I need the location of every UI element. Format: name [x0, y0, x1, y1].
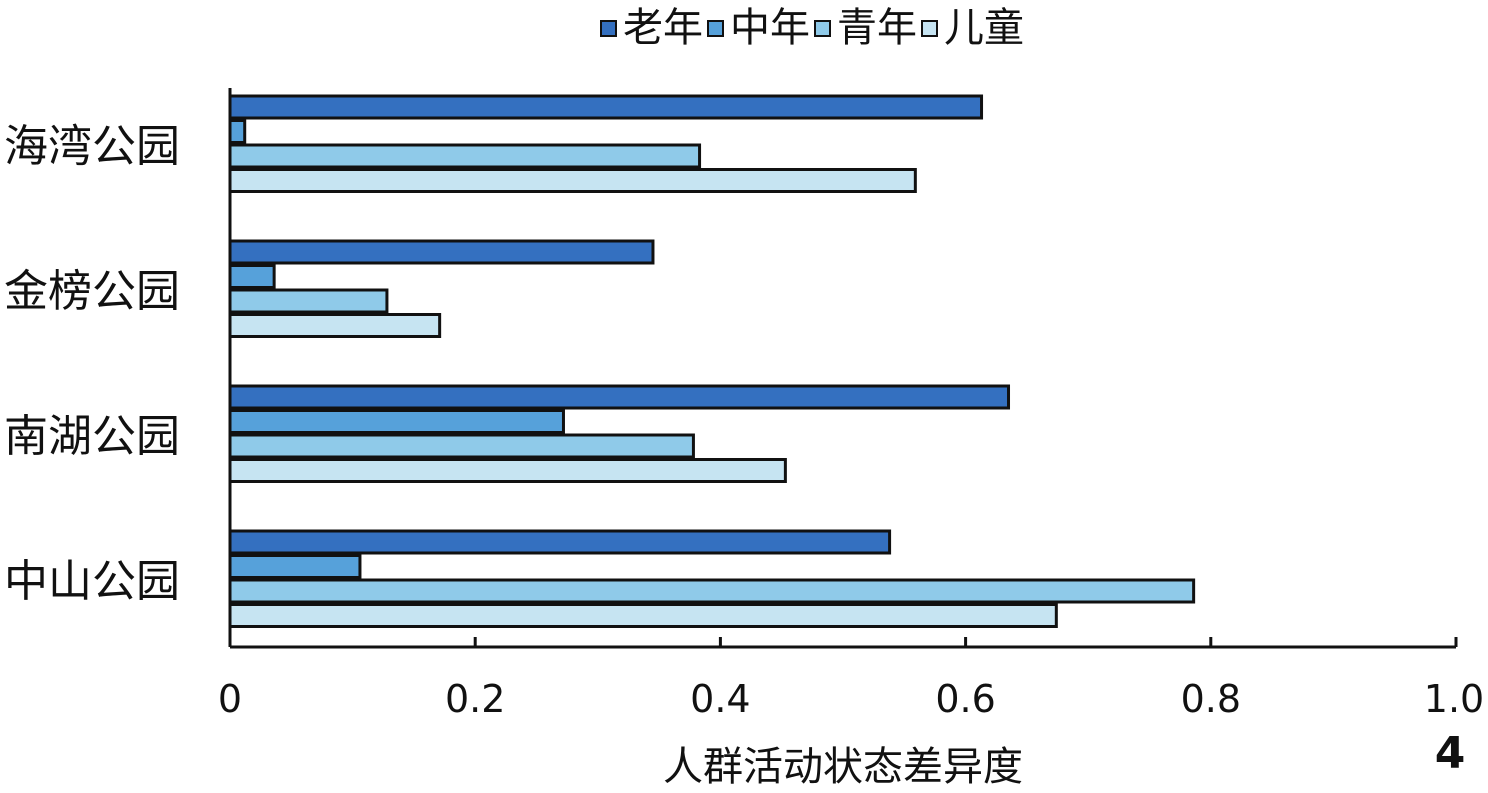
- legend-label-elderly: 老年: [623, 5, 703, 51]
- category-label: 海湾公园: [4, 121, 180, 172]
- bar-children-2: [228, 313, 442, 338]
- bar-elderly-2: [228, 239, 655, 265]
- x-tick-label: 0.2: [445, 677, 505, 721]
- legend-label-youth: 青年: [837, 5, 917, 51]
- legend-swatch-children: [921, 19, 938, 37]
- category-label: 中山公园: [4, 556, 180, 607]
- legend-label-children: 儿童: [944, 5, 1024, 51]
- legend-label-middle-aged: 中年: [730, 5, 810, 51]
- bar-elderly-4: [228, 529, 892, 555]
- x-tick-label: 0.6: [935, 677, 995, 721]
- bar-middle-aged-2: [228, 264, 276, 289]
- legend-item-middle-aged: 中年: [707, 4, 810, 52]
- category-label: 南湖公园: [4, 411, 180, 462]
- x-tick-label: 1.0: [1424, 677, 1484, 721]
- legend-swatch-elderly: [600, 19, 617, 37]
- bar-elderly-3: [228, 384, 1011, 410]
- x-axis-title: 人群活动状态差异度: [663, 744, 1023, 790]
- bar-middle-aged-3: [228, 409, 565, 434]
- bar-elderly-1: [228, 94, 984, 120]
- legend-swatch-middle-aged: [707, 19, 724, 37]
- axes-group: [228, 88, 1458, 649]
- legend: 老年 中年 青年 儿童: [600, 4, 1028, 52]
- legend-item-youth: 青年: [814, 4, 917, 52]
- category-label: 金榜公园: [4, 266, 180, 317]
- corner-mark: 4: [1435, 728, 1466, 779]
- x-tick-label: 0: [218, 677, 242, 721]
- legend-swatch-youth: [814, 19, 831, 37]
- legend-item-elderly: 老年: [600, 4, 703, 52]
- bar-youth-3: [228, 433, 695, 459]
- bar-children-4: [228, 603, 1058, 628]
- bar-youth-4: [228, 578, 1196, 604]
- legend-item-children: 儿童: [921, 4, 1024, 52]
- bar-children-3: [228, 458, 787, 483]
- bar-youth-1: [228, 143, 702, 169]
- x-tick-label: 0.4: [690, 677, 750, 721]
- x-tick-label: 0.8: [1181, 677, 1241, 721]
- bar-middle-aged-1: [228, 119, 247, 144]
- bar-youth-2: [228, 288, 389, 314]
- bar-middle-aged-4: [228, 554, 362, 579]
- bars-group: [228, 94, 1196, 628]
- bar-children-1: [228, 168, 917, 193]
